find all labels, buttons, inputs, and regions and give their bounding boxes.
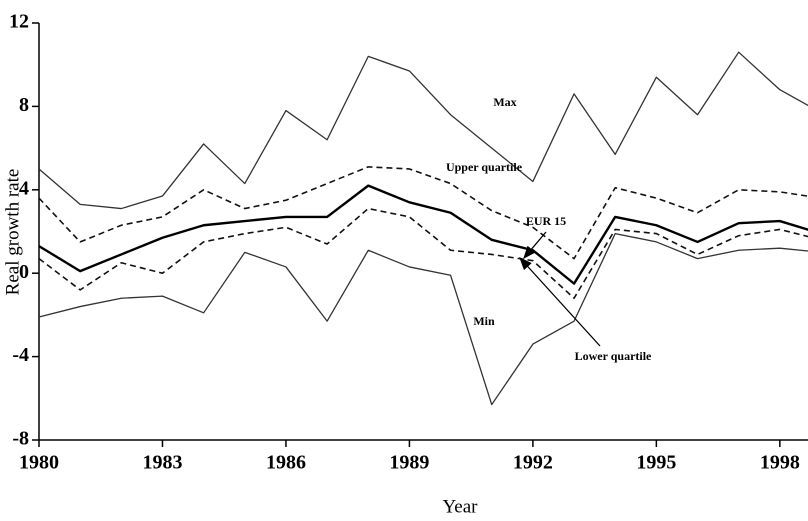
series-line [38, 184, 808, 285]
series-line [38, 232, 808, 406]
series-label: Upper quartile [446, 160, 523, 174]
y-tick-label: 0 [19, 261, 29, 283]
y-tick-label: 4 [19, 177, 29, 199]
arrow [523, 231, 547, 259]
x-tick-label: 1986 [266, 452, 306, 474]
y-tick-label: 8 [19, 94, 29, 116]
x-tick-label: 1998 [760, 452, 800, 474]
arrow [519, 257, 601, 347]
x-tick-label: 1992 [513, 452, 553, 474]
series-line [38, 207, 808, 300]
x-tick-label: 1995 [636, 452, 676, 474]
series-line [38, 166, 808, 260]
x-tick-label: 1983 [142, 452, 182, 474]
series-label: Lower quartile [575, 349, 652, 363]
y-tick-label: -4 [12, 344, 29, 366]
series-line [38, 51, 808, 210]
series-label: Max [493, 95, 516, 109]
x-tick-label: 1989 [389, 452, 429, 474]
series-label: Min [473, 314, 495, 328]
x-tick-label: 1980 [19, 452, 59, 474]
y-tick-label: 12 [9, 11, 29, 33]
series-label: EUR 15 [526, 214, 566, 228]
y-axis-label: Real growth rate [2, 169, 23, 296]
y-tick-label: -8 [12, 428, 29, 450]
x-axis-label: Year [442, 496, 478, 517]
